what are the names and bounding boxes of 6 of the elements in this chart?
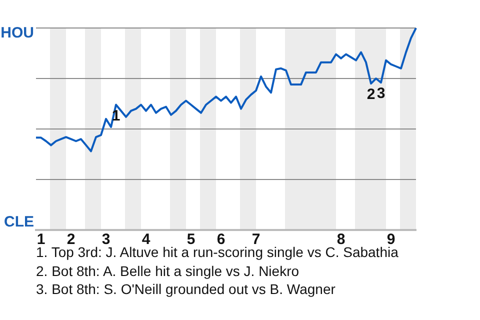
annotation: 3 [376,85,386,102]
text: 3. Bot 8th: S. O'Neill grounded out vs B. Wagner [36,280,336,298]
annotation: 2 [366,86,376,104]
text: HOU [0,24,34,42]
text: CLE [4,214,34,231]
text: 2. Bot 8th: A. Belle hit a single vs J. Niekro [36,262,300,280]
